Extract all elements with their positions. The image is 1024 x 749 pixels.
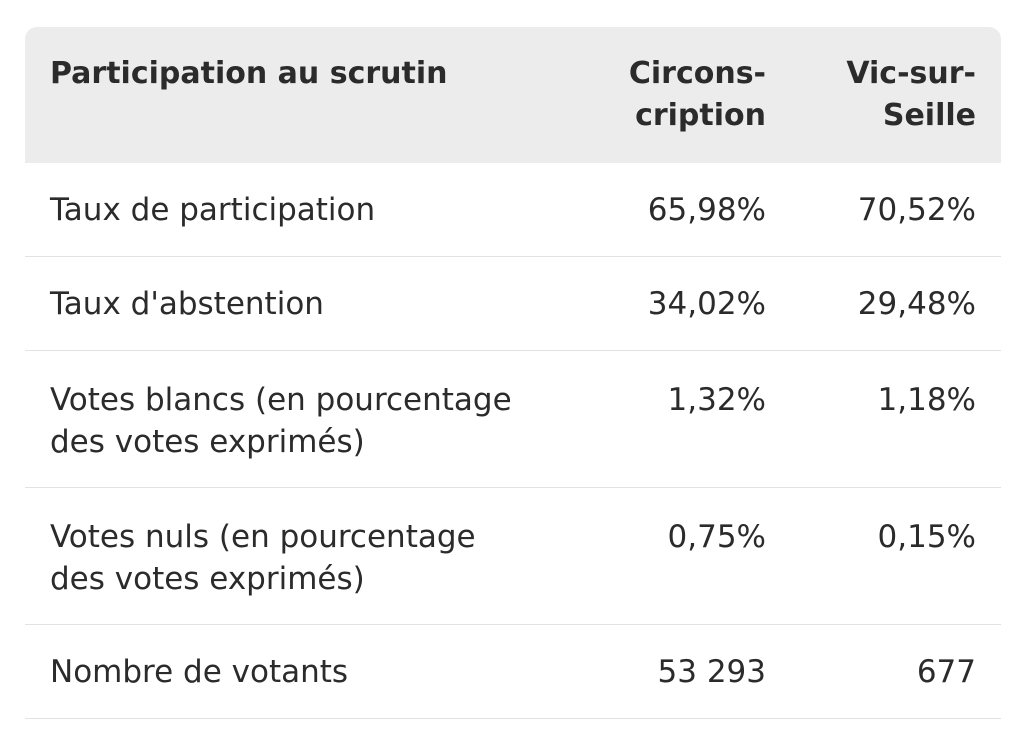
header-vic-sur-seille: Vic-sur- Seille xyxy=(846,56,976,133)
table-header: Participation au scrutin Circons- cripti… xyxy=(25,27,1001,163)
table-row: Nombre de votants 53 293 677 xyxy=(25,625,1001,719)
row-label: Votes nuls (en pourcentage des votes exp… xyxy=(50,519,476,597)
row-value-circonscription: 53 293 xyxy=(657,654,766,690)
table-row: Votes blancs (en pourcentage des votes e… xyxy=(25,351,1001,488)
row-value-vic-sur-seille: 677 xyxy=(916,654,976,690)
participation-table: Participation au scrutin Circons- cripti… xyxy=(25,27,1001,719)
row-value-circonscription: 34,02% xyxy=(647,286,766,322)
header-label: Participation au scrutin xyxy=(50,56,448,91)
header-circonscription: Circons- cription xyxy=(628,56,766,133)
row-label: Votes blancs (en pourcentage des votes e… xyxy=(50,382,512,460)
row-value-vic-sur-seille: 1,18% xyxy=(877,382,976,418)
row-value-vic-sur-seille: 70,52% xyxy=(857,192,976,228)
table-row: Taux d'abstention 34,02% 29,48% xyxy=(25,257,1001,351)
row-value-circonscription: 1,32% xyxy=(667,382,766,418)
table-row: Votes nuls (en pourcentage des votes exp… xyxy=(25,488,1001,625)
row-value-vic-sur-seille: 29,48% xyxy=(857,286,976,322)
row-label: Taux de participation xyxy=(50,192,376,228)
table-row: Taux de participation 65,98% 70,52% xyxy=(25,163,1001,257)
row-value-vic-sur-seille: 0,15% xyxy=(877,519,976,555)
row-value-circonscription: 0,75% xyxy=(667,519,766,555)
row-value-circonscription: 65,98% xyxy=(647,192,766,228)
row-label: Nombre de votants xyxy=(50,654,349,690)
row-label: Taux d'abstention xyxy=(50,286,324,322)
